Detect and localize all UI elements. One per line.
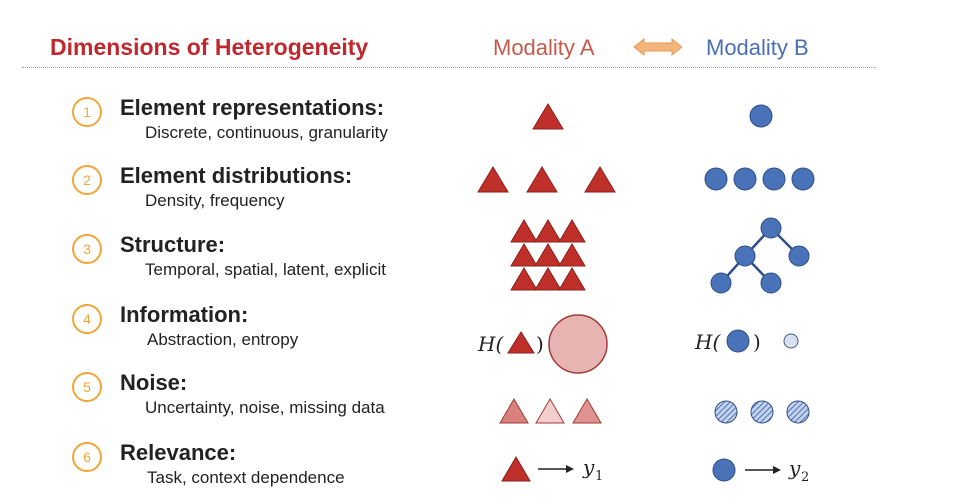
arrow-right-icon-a [566, 465, 574, 473]
circle-b-2b [733, 167, 757, 191]
number-badge-2: 2 [72, 165, 102, 195]
triangle-a-2a [477, 166, 509, 193]
target-y1-subscript: 1 [595, 469, 603, 484]
number-badge-4: 4 [72, 304, 102, 334]
triangle-a-2b [526, 166, 558, 193]
modality-b-label: Modality B [706, 35, 809, 60]
triangle-a-5c [572, 398, 602, 424]
heading-noise: Noise: [120, 370, 188, 395]
tree-graph-b-3 [710, 217, 810, 294]
sub-information: Abstraction, entropy [147, 330, 299, 349]
heading-element-representations: Element representations: [120, 95, 385, 120]
sub-structure: Temporal, spatial, latent, explicit [145, 260, 386, 279]
heading-structure: Structure: [120, 232, 226, 257]
circle-b-2a [704, 167, 728, 191]
target-y2-subscript: 2 [801, 470, 809, 485]
triangle-a-6 [501, 456, 531, 482]
entropy-close-a: ) [536, 332, 544, 356]
number-badge-1: 1 [72, 97, 102, 127]
heading-element-distributions: Element distributions: [120, 163, 353, 188]
target-y1: y [582, 455, 595, 479]
triangle-a-5b [535, 398, 565, 424]
noisy-circle-b-5c [786, 400, 810, 424]
triangle-a-4 [507, 331, 535, 354]
sub-noise: Uncertainty, noise, missing data [145, 398, 385, 417]
entropy-close-b: ) [753, 330, 761, 354]
heading-relevance: Relevance: [120, 440, 237, 465]
circle-b-2d [791, 167, 815, 191]
sub-relevance: Task, context dependence [147, 468, 345, 487]
circle-b-1 [749, 104, 773, 128]
entropy-circle-small-b [783, 333, 799, 349]
target-y2: y [788, 456, 801, 480]
heading-information: Information: [120, 302, 249, 327]
triangle-grid-a-3 [510, 219, 586, 291]
number-badge-3: 3 [72, 234, 102, 264]
noisy-circle-b-5b [750, 400, 774, 424]
triangle-a-1 [532, 103, 564, 130]
double-arrow-icon [634, 38, 682, 56]
number-badge-6: 6 [72, 442, 102, 472]
circle-b-4 [726, 329, 750, 353]
triangle-a-5a [499, 398, 529, 424]
sub-element-distributions: Density, frequency [145, 191, 285, 210]
number-badge-5: 5 [72, 372, 102, 402]
entropy-label-a: H( [477, 332, 504, 356]
noisy-circle-b-5a [714, 400, 738, 424]
entropy-label-b: H( [694, 330, 721, 354]
slide-title: Dimensions of Heterogeneity [50, 34, 369, 60]
entropy-circle-large-a [548, 314, 608, 374]
circle-b-6 [712, 458, 736, 482]
triangle-a-2c [584, 166, 616, 193]
header-divider [22, 67, 876, 68]
arrow-right-icon-b [773, 466, 781, 474]
sub-element-representations: Discrete, continuous, granularity [145, 123, 388, 142]
circle-b-2c [762, 167, 786, 191]
modality-a-label: Modality A [493, 35, 595, 60]
